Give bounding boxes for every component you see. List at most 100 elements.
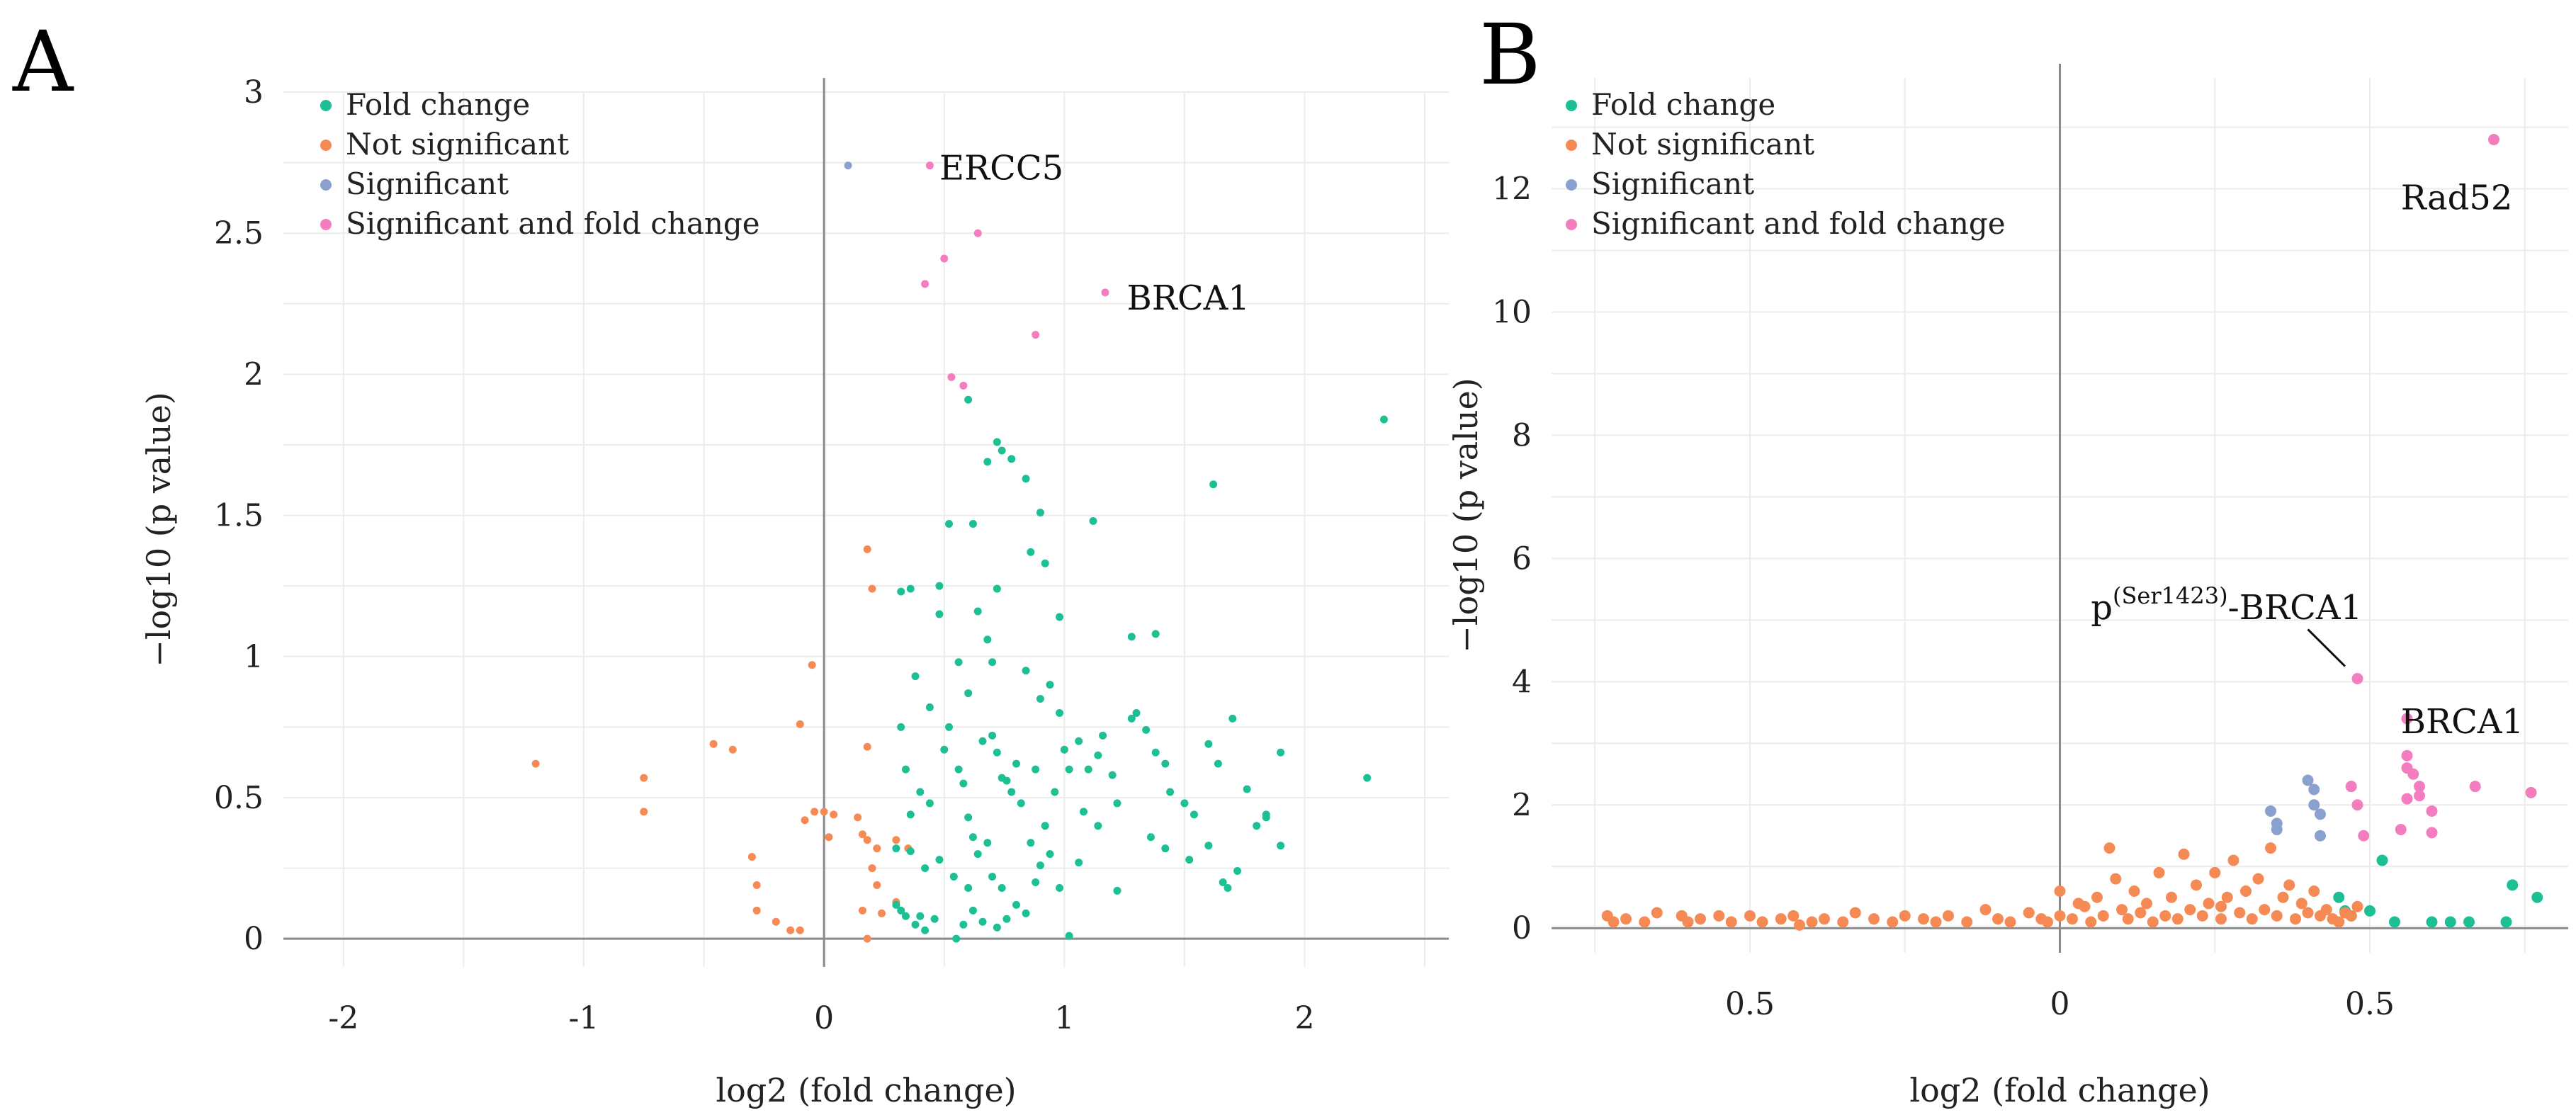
panel-b-point-significant-and-fold-change bbox=[2414, 781, 2425, 793]
panel-a-point-fold-change bbox=[911, 672, 920, 681]
panel-a-point-fold-change bbox=[925, 703, 934, 711]
panel-a-point-fold-change bbox=[993, 584, 1001, 593]
panel-b-chart: B 0.5 0 0.5 0 2 4 6 8 10 12 log2 (fold change) −log… bbox=[1447, 6, 2568, 1109]
panel-b-point-not-significant bbox=[2159, 910, 2171, 922]
panel-b-y-tick-label: 0 bbox=[1512, 910, 1532, 946]
panel-a-point-not-significant bbox=[863, 934, 871, 943]
panel-b-x-tick-label: 0.5 bbox=[2345, 986, 2395, 1022]
panel-a-point-fold-change bbox=[1022, 909, 1030, 917]
panel-b-point-significant-and-fold-change bbox=[2469, 781, 2481, 793]
panel-a-point-fold-change bbox=[1022, 667, 1030, 675]
panel-b-x-axis-title: log2 (fold change) bbox=[1909, 1071, 2210, 1109]
panel-b-point-not-significant bbox=[1979, 904, 1992, 916]
panel-a-point-not-significant bbox=[640, 808, 648, 816]
panel-b-point-significant-and-fold-change bbox=[2401, 793, 2413, 805]
panel-a-point-fold-change bbox=[1007, 788, 1016, 796]
panel-a-point-not-significant bbox=[640, 774, 648, 782]
panel-a-point-not-significant bbox=[878, 909, 886, 917]
panel-a-point-not-significant bbox=[786, 926, 795, 934]
panel-b-point-not-significant bbox=[2085, 916, 2097, 928]
panel-a-point-fold-change bbox=[1060, 745, 1068, 754]
panel-b-point-not-significant bbox=[2023, 907, 2035, 919]
panel-b-legend-marker bbox=[1566, 179, 1577, 191]
panel-a-point-fold-change bbox=[897, 587, 905, 596]
panel-a-point-not-significant bbox=[854, 813, 862, 822]
panel-a-point-fold-change bbox=[964, 395, 973, 404]
panel-a-point-fold-change bbox=[1027, 839, 1035, 847]
panel-a-point-fold-change bbox=[988, 658, 997, 667]
panel-b-point-not-significant bbox=[2290, 913, 2301, 925]
panel-a-point-fold-change bbox=[925, 799, 934, 808]
panel-a-point-fold-change bbox=[978, 737, 987, 745]
panel-b-point-significant bbox=[2302, 774, 2314, 786]
panel-b-point-not-significant bbox=[2345, 910, 2357, 922]
panel-b-point-not-significant bbox=[1695, 913, 1706, 925]
panel-a-point-fold-change bbox=[983, 458, 992, 466]
panel-b-point-fold-change bbox=[2333, 891, 2345, 903]
panel-a-point-fold-change bbox=[1209, 480, 1218, 489]
panel-b-point-not-significant bbox=[2333, 916, 2345, 928]
panel-b-point-not-significant bbox=[2042, 916, 2053, 928]
panel-a-point-fold-change bbox=[983, 839, 992, 847]
panel-a-point-fold-change bbox=[1022, 475, 1030, 483]
panel-b-point-fold-change bbox=[2500, 916, 2512, 928]
panel-b-legend-marker bbox=[1566, 140, 1577, 151]
panel-a-point-fold-change bbox=[1084, 765, 1092, 774]
panel-a-point-fold-change bbox=[1243, 785, 1251, 793]
panel-b-point-significant-and-fold-change bbox=[2351, 799, 2363, 811]
panel-a-point-fold-change bbox=[935, 610, 944, 618]
panel-a-point-not-significant bbox=[801, 816, 809, 825]
panel-b-point-significant-and-fold-change bbox=[2401, 762, 2413, 774]
panel-b-point-fold-change bbox=[2364, 905, 2376, 917]
panel-a-point-not-significant bbox=[796, 720, 804, 728]
panel-a-legend: Fold change Not significant Significant Sig… bbox=[320, 87, 760, 241]
panel-a-point-fold-change bbox=[1161, 759, 1170, 768]
panel-a-point-fold-change bbox=[1032, 765, 1040, 774]
panel-b-point-not-significant bbox=[2128, 885, 2140, 898]
panel-b-point-not-significant bbox=[2320, 904, 2332, 916]
panel-b-point-not-significant bbox=[1887, 916, 1899, 928]
panel-a-point-fold-change bbox=[1277, 748, 1285, 757]
panel-b-point-not-significant bbox=[2171, 913, 2184, 925]
panel-a-point-fold-change bbox=[906, 810, 915, 819]
panel-b-point-significant-and-fold-change bbox=[2351, 672, 2363, 684]
panel-b-point-not-significant bbox=[2072, 898, 2084, 910]
panel-a-point-fold-change bbox=[1079, 808, 1088, 816]
panel-a-point-fold-change bbox=[1214, 759, 1222, 768]
panel-a-point-fold-change bbox=[1065, 765, 1073, 774]
panel-b-point-not-significant bbox=[2103, 842, 2115, 854]
panel-a-y-tick-label: 1 bbox=[244, 639, 264, 675]
panel-a-point-fold-change bbox=[959, 920, 968, 929]
panel-a-annotation: ERCC5 bbox=[939, 149, 1063, 188]
panel-a-point-not-significant bbox=[709, 740, 718, 748]
panel-a-y-tick-label: 3 bbox=[244, 74, 264, 111]
panel-a-point-fold-change bbox=[1253, 822, 1261, 830]
panel-a-point-fold-change bbox=[998, 883, 1006, 892]
panel-a-annotation: BRCA1 bbox=[1127, 278, 1250, 318]
panel-a-point-fold-change bbox=[952, 934, 961, 943]
panel-b-point-significant bbox=[2271, 824, 2283, 836]
panel-b-point-not-significant bbox=[1756, 916, 1768, 928]
panel-a-x-tick-label: 1 bbox=[1054, 1000, 1074, 1036]
panel-a-x-tick-label: -2 bbox=[328, 1000, 358, 1036]
panel-a-y-tick-label: 0.5 bbox=[214, 780, 264, 816]
panel-a-point-significant-and-fold-change bbox=[1032, 331, 1040, 339]
panel-a-point-not-significant bbox=[825, 833, 833, 842]
panel-a-point-fold-change bbox=[901, 765, 910, 774]
panel-a-point-fold-change bbox=[1277, 842, 1285, 850]
panel-a-point-fold-change bbox=[935, 582, 944, 590]
panel-a-point-not-significant bbox=[858, 906, 866, 915]
panel-a-point-fold-change bbox=[1219, 878, 1227, 886]
panel-a-point-fold-change bbox=[911, 920, 920, 929]
panel-a-point-fold-change bbox=[1007, 455, 1016, 463]
panel-a-point-fold-change bbox=[1036, 509, 1044, 517]
panel-a-point-not-significant bbox=[863, 836, 871, 844]
panel-b-point-not-significant bbox=[2265, 842, 2276, 854]
panel-b-point-not-significant bbox=[1961, 916, 1973, 928]
panel-b-point-not-significant bbox=[2135, 907, 2147, 919]
panel-a-point-fold-change bbox=[1036, 861, 1044, 870]
panel-b-point-not-significant bbox=[2302, 907, 2314, 919]
panel-a-point-fold-change bbox=[1032, 878, 1040, 886]
panel-b-point-not-significant bbox=[2234, 907, 2246, 919]
